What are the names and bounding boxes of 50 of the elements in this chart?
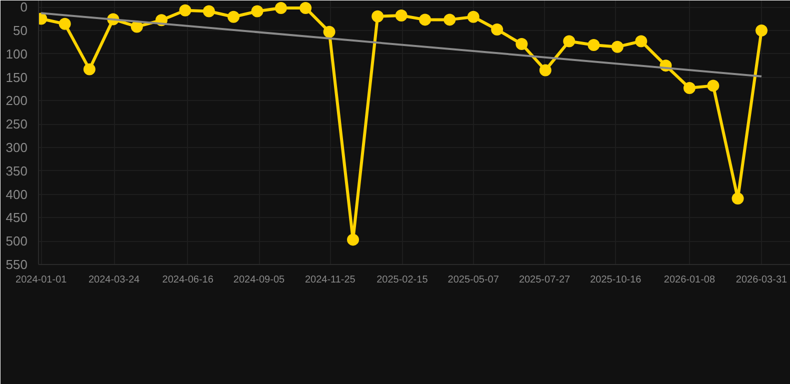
point: [563, 35, 576, 48]
y-tick-label: 50: [13, 22, 28, 38]
point: [130, 20, 143, 33]
point: [251, 5, 264, 18]
x-tick-label: 2024-03-24: [88, 274, 140, 286]
point: [202, 5, 215, 18]
y-tick-label: 350: [6, 163, 28, 178]
point: [395, 9, 408, 22]
x-tick-label: 2026-01-08: [664, 274, 716, 286]
point: [419, 14, 432, 26]
point: [635, 35, 648, 48]
point: [323, 26, 336, 38]
x-tick-label: 2025-05-07: [448, 274, 500, 286]
y-tick-label: 250: [6, 116, 28, 132]
point: [228, 10, 240, 23]
x-tick-label: 2026-03-31: [736, 274, 788, 286]
y-tick-label: 0: [20, 0, 28, 15]
point: [179, 4, 192, 16]
y-tick-label: 100: [6, 46, 28, 62]
point: [491, 24, 504, 36]
y-tick-label: 450: [6, 210, 28, 226]
point: [756, 24, 768, 36]
x-tick-label: 2024-11-25: [304, 274, 356, 286]
y-tick-label: 550: [6, 257, 28, 272]
point: [588, 38, 600, 51]
y-tick-label: 400: [6, 186, 28, 202]
point: [467, 10, 480, 23]
point: [683, 82, 696, 94]
x-tick-label: 2024-06-16: [162, 274, 214, 286]
point: [707, 80, 720, 92]
point: [539, 64, 552, 76]
y-tick-label: 200: [6, 93, 28, 108]
point: [516, 38, 528, 50]
point: [611, 40, 624, 53]
point: [300, 2, 312, 14]
y-tick-label: 500: [6, 234, 28, 249]
point: [347, 234, 360, 246]
point: [58, 18, 71, 30]
point: [444, 14, 456, 26]
y-tick-label: 300: [6, 140, 28, 155]
y-tick-label: 150: [6, 70, 28, 85]
point: [732, 192, 744, 204]
x-tick-label: 2025-02-15: [376, 274, 428, 286]
point: [372, 10, 384, 22]
x-tick-label: 2024-09-05: [233, 274, 286, 286]
x-tick-label: 2025-10-16: [590, 274, 642, 286]
point: [274, 2, 287, 14]
x-tick-label: 2025-07-27: [518, 274, 571, 286]
x-tick-label: 2024-01-01: [16, 274, 68, 286]
point: [83, 63, 96, 76]
